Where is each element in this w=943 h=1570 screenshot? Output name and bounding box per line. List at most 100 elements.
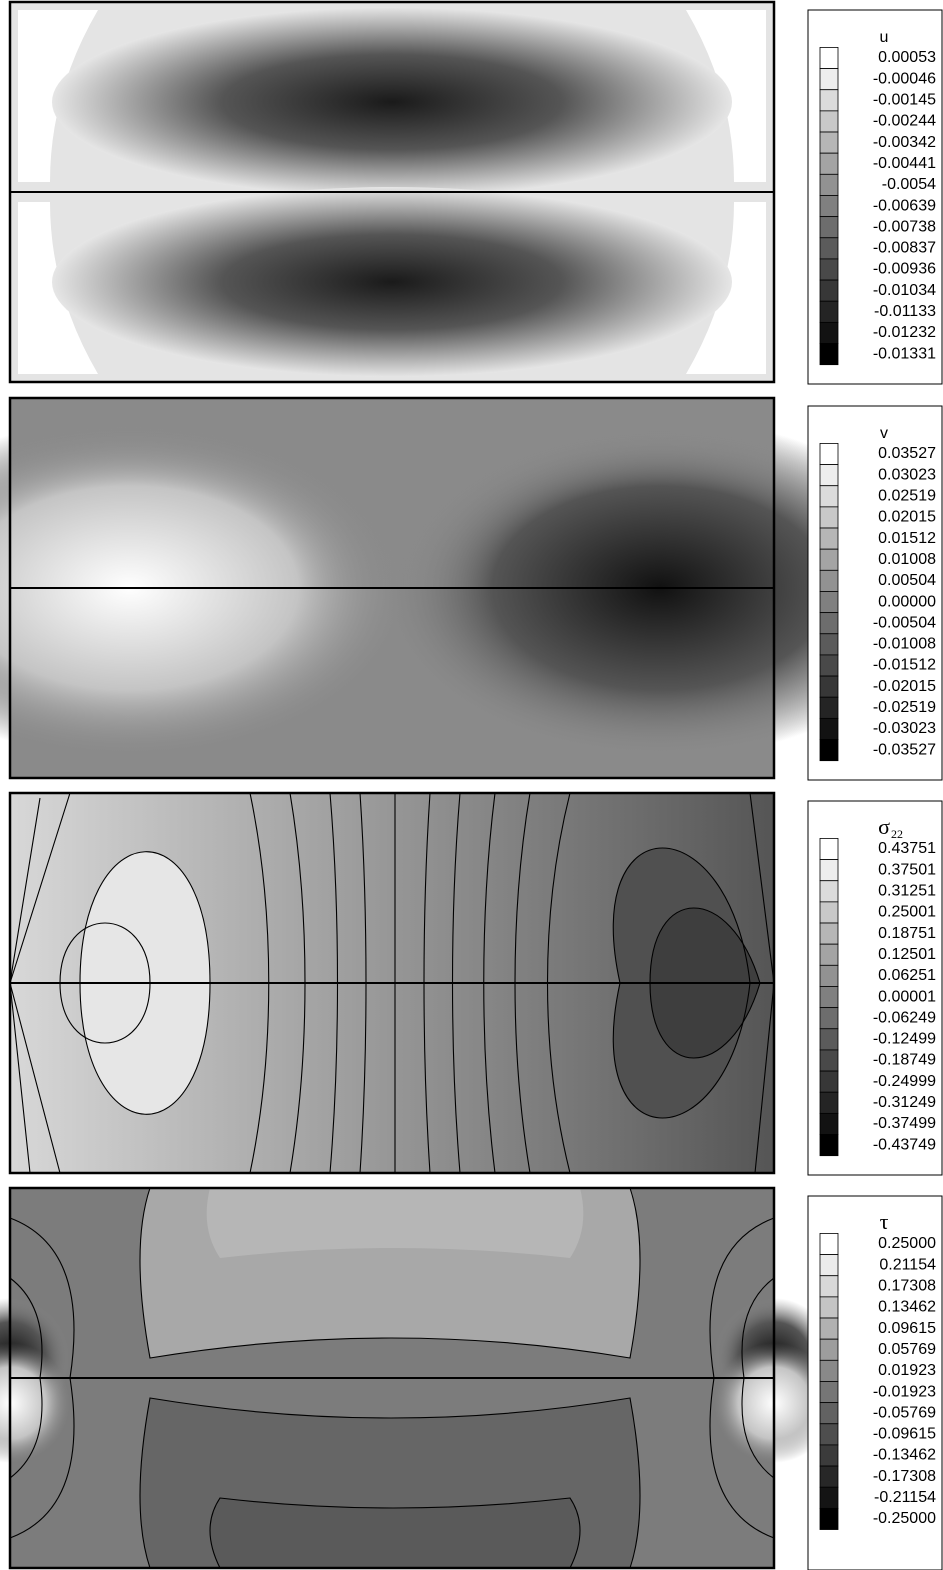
legend-label: 0.06251 — [878, 967, 936, 984]
legend-swatch — [820, 344, 838, 365]
legend-label: -0.37499 — [873, 1115, 936, 1132]
legend-swatch — [820, 1135, 838, 1156]
legend-label: 0.12501 — [878, 946, 936, 963]
legend-swatch — [820, 465, 838, 486]
legend-swatch — [820, 1466, 838, 1487]
legend-label: -0.03023 — [873, 720, 936, 737]
legend-label: 0.17308 — [878, 1278, 936, 1295]
legend-swatch — [820, 1381, 838, 1402]
legend-label: 0.25001 — [878, 904, 936, 921]
legend-swatch — [820, 507, 838, 528]
legend-label: -0.06249 — [873, 1009, 936, 1026]
legend-label: 0.01512 — [878, 530, 936, 547]
field-tau — [0, 1188, 834, 1568]
legend-label: 0.01923 — [878, 1362, 936, 1379]
legend-title: τ — [880, 1209, 889, 1234]
legend-label: -0.01923 — [873, 1383, 936, 1400]
legend-label: -0.01331 — [873, 345, 936, 362]
legend-label: -0.01512 — [873, 657, 936, 674]
legend-label: 0.09615 — [878, 1320, 936, 1337]
legend-label: -0.00244 — [873, 113, 936, 130]
legend-label: -0.00504 — [873, 614, 936, 631]
legend-label: -0.02015 — [873, 678, 936, 695]
field-sigma22 — [10, 793, 774, 1173]
legend-label: 0.02519 — [878, 488, 936, 505]
legend-swatch — [820, 132, 838, 153]
legend-swatch — [820, 549, 838, 570]
legend-label: -0.00639 — [873, 197, 936, 214]
legend-label: -0.17308 — [873, 1468, 936, 1485]
legend-label: 0.31251 — [878, 883, 936, 900]
legend-label: 0.03023 — [878, 466, 936, 483]
legend-swatch — [820, 1233, 838, 1254]
legend-swatch — [820, 944, 838, 965]
legend-swatch — [820, 90, 838, 111]
legend-swatch — [820, 1029, 838, 1050]
legend-swatch — [820, 1445, 838, 1466]
legend-swatch — [820, 174, 838, 195]
legend-swatch — [820, 322, 838, 343]
legend-swatch — [820, 443, 838, 464]
legend-label: 0.05769 — [878, 1341, 936, 1358]
legend-label: -0.21154 — [874, 1489, 936, 1506]
legend-swatch — [820, 740, 838, 761]
figure: u0.00053-0.00046-0.00145-0.00244-0.00342… — [0, 0, 943, 1570]
legend-label: 0.02015 — [878, 509, 936, 526]
legend-label: 0.21154 — [879, 1256, 936, 1273]
legend-swatch — [820, 69, 838, 90]
legend-label: -0.43749 — [873, 1136, 936, 1153]
legend-swatch — [820, 1487, 838, 1508]
legend-swatch — [820, 259, 838, 280]
legend-swatch — [820, 486, 838, 507]
legend-label: 0.37501 — [878, 861, 936, 878]
legend-swatch — [820, 195, 838, 216]
legend-label: 0.43751 — [878, 840, 936, 857]
legend-swatch — [820, 238, 838, 259]
legend-label: 0.00053 — [878, 49, 936, 66]
legend-label: 0.03527 — [878, 445, 936, 462]
legend-label: -0.01232 — [873, 324, 936, 341]
legend-label: 0.13462 — [878, 1299, 936, 1316]
legend-label: -0.03527 — [873, 741, 936, 758]
legend-label: -0.00738 — [873, 218, 936, 235]
legend-swatch — [820, 111, 838, 132]
legend-label: -0.31249 — [873, 1094, 936, 1111]
legend-swatch — [820, 1297, 838, 1318]
legend-swatch — [820, 1092, 838, 1113]
legend-swatch — [820, 1255, 838, 1276]
legend-swatch — [820, 528, 838, 549]
legend-label: -0.01133 — [874, 303, 936, 320]
legend-swatch — [820, 1318, 838, 1339]
legend-label: -0.25000 — [873, 1510, 936, 1527]
legend-swatch — [820, 860, 838, 881]
legend-swatch — [820, 280, 838, 301]
legend-swatch — [820, 634, 838, 655]
legend-title: u — [880, 29, 889, 46]
field-v — [0, 398, 940, 778]
legend-label: -0.00936 — [873, 261, 936, 278]
legend-swatch — [820, 718, 838, 739]
legend-swatch — [820, 923, 838, 944]
legend-swatch — [820, 1360, 838, 1381]
legend-label: -0.01034 — [873, 282, 936, 299]
legend-swatch — [820, 1403, 838, 1424]
legend-swatch — [820, 1050, 838, 1071]
legend-label: 0.25000 — [878, 1235, 936, 1252]
field-u — [10, 2, 774, 382]
legend-label: -0.18749 — [873, 1052, 936, 1069]
legend-label: -0.0054 — [882, 176, 936, 193]
legend-swatch — [820, 47, 838, 68]
legend-swatch — [820, 902, 838, 923]
legend-swatch — [820, 1508, 838, 1529]
legend-swatch — [820, 153, 838, 174]
legend-label: 0.18751 — [878, 925, 936, 942]
legend-label: -0.00837 — [873, 240, 936, 257]
legend-swatch — [820, 965, 838, 986]
legend-swatch — [820, 655, 838, 676]
legend-swatch — [820, 1008, 838, 1029]
legend-label: -0.00441 — [873, 155, 936, 172]
legend-label: -0.12499 — [873, 1031, 936, 1048]
legend-swatch — [820, 301, 838, 322]
legend-label: -0.01008 — [873, 636, 936, 653]
legend-swatch — [820, 1071, 838, 1092]
